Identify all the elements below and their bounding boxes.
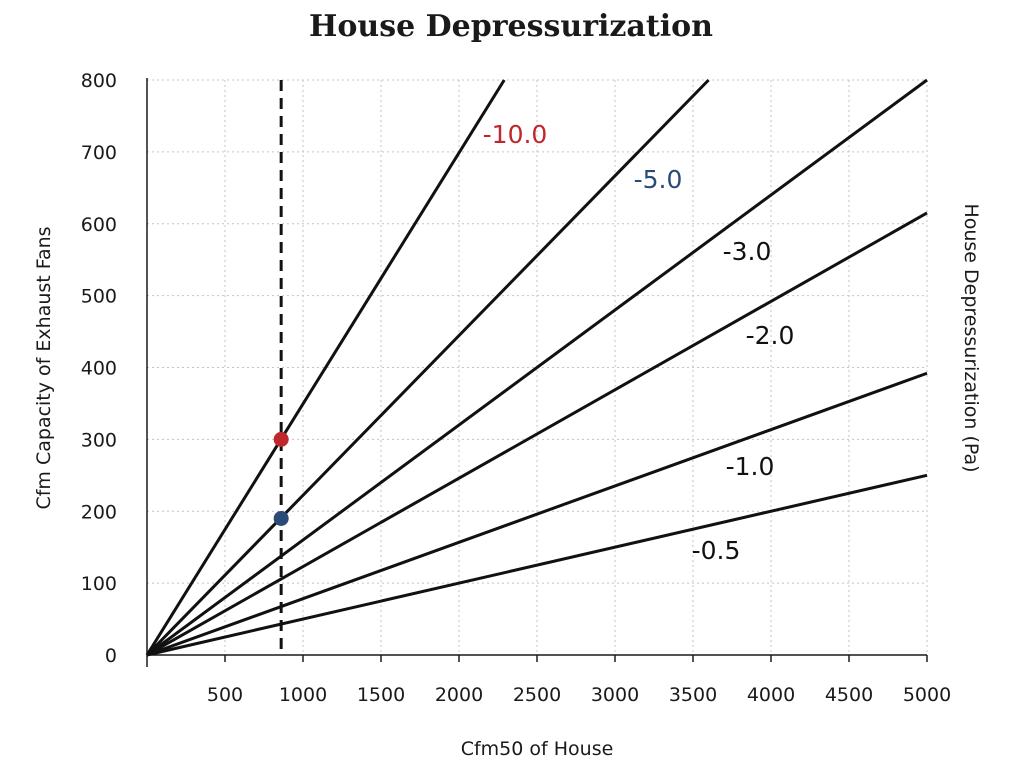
y-tick-label: 400: [81, 358, 117, 380]
series-label-2: -3.0: [723, 237, 772, 266]
series-line-0: [145, 79, 506, 656]
x-tick-label: 4500: [825, 684, 873, 706]
series-line-2: [146, 78, 928, 657]
y-tick-label: 500: [81, 286, 117, 308]
series-label-5: -0.5: [692, 536, 741, 565]
y-tick-label: 600: [81, 214, 117, 236]
x-tick-label: 2500: [513, 684, 561, 706]
x-tick-label: 3000: [591, 684, 639, 706]
y-tick-label: 300: [81, 429, 117, 451]
data-points: [273, 431, 289, 526]
x-tick-label: 500: [207, 684, 243, 706]
series-label-4: -1.0: [726, 452, 775, 481]
x-tick-label: 5000: [903, 684, 951, 706]
series-label-1: -5.0: [634, 165, 683, 194]
x-tick-label: 4000: [747, 684, 795, 706]
series-line-5: [146, 473, 928, 657]
x-tick-label: 1500: [357, 684, 405, 706]
data-point-1: [273, 510, 289, 526]
series-labels: -10.0 -5.0 -3.0 -2.0 -1.0 -0.5: [483, 120, 795, 565]
data-point-0: [273, 431, 289, 447]
series-line-1: [145, 78, 710, 657]
y-axis-label: Cfm Capacity of Exhaust Fans: [33, 226, 55, 509]
series-lines: [145, 78, 928, 657]
x-tick-label: 3500: [669, 684, 717, 706]
x-tick-label: 1000: [279, 684, 327, 706]
series-line-3: [146, 211, 928, 657]
y-tick-label: 700: [81, 142, 117, 164]
x-tick-label: 2000: [435, 684, 483, 706]
x-axis-label: Cfm50 of House: [461, 738, 614, 760]
y-tick-label: 200: [81, 501, 117, 523]
series-line-4: [146, 371, 928, 657]
y-tick-label: 0: [105, 645, 117, 667]
series-label-0: -10.0: [483, 120, 548, 149]
chart-title: House Depressurization: [309, 9, 713, 44]
y-tick-label: 800: [81, 70, 117, 92]
series-label-3: -2.0: [746, 321, 795, 350]
axes: 0 100 200 300 400 500 600 700 800 500 1000 1500 2000…: [81, 70, 951, 706]
y-tick-label: 100: [81, 573, 117, 595]
secondary-axis-label: House Depressurization (Pa): [960, 203, 982, 472]
